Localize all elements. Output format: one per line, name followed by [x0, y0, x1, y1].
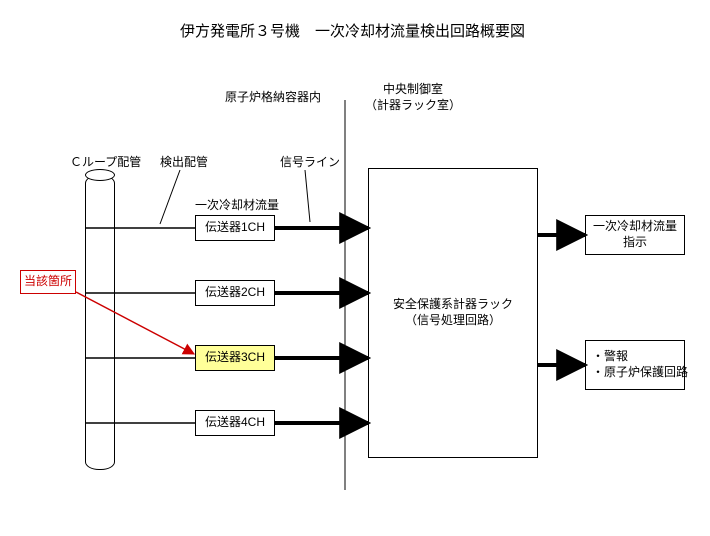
callout-box: 当該箇所	[20, 270, 76, 294]
transmitter-4ch: 伝送器4CH	[195, 410, 275, 436]
output-alarm: ・警報 ・原子炉保護回路	[585, 340, 685, 390]
label-reactor-containment: 原子炉格納容器内	[225, 90, 321, 106]
c-loop-pipe-top	[85, 169, 115, 181]
transmitter-3ch: 伝送器3CH	[195, 345, 275, 371]
c-loop-pipe	[85, 175, 115, 470]
label-flow-header: 一次冷却材流量	[195, 198, 279, 214]
transmitter-2ch: 伝送器2CH	[195, 280, 275, 306]
diagram-canvas: 伊方発電所３号機 一次冷却材流量検出回路概要図 原子炉格納容器内 中央制御室 （…	[0, 0, 710, 536]
diagram-title: 伊方発電所３号機 一次冷却材流量検出回路概要図	[180, 20, 525, 41]
label-control-room: 中央制御室 （計器ラック室）	[365, 82, 461, 113]
transmitter-1ch: 伝送器1CH	[195, 215, 275, 241]
label-detect-pipe: 検出配管	[160, 155, 208, 171]
output-flow-indicator: 一次冷却材流量 指示	[585, 215, 685, 255]
label-c-loop-pipe: Ｃループ配管	[70, 155, 141, 171]
safety-rack: 安全保護系計器ラック （信号処理回路）	[368, 168, 538, 458]
label-signal-line: 信号ライン	[280, 155, 340, 171]
